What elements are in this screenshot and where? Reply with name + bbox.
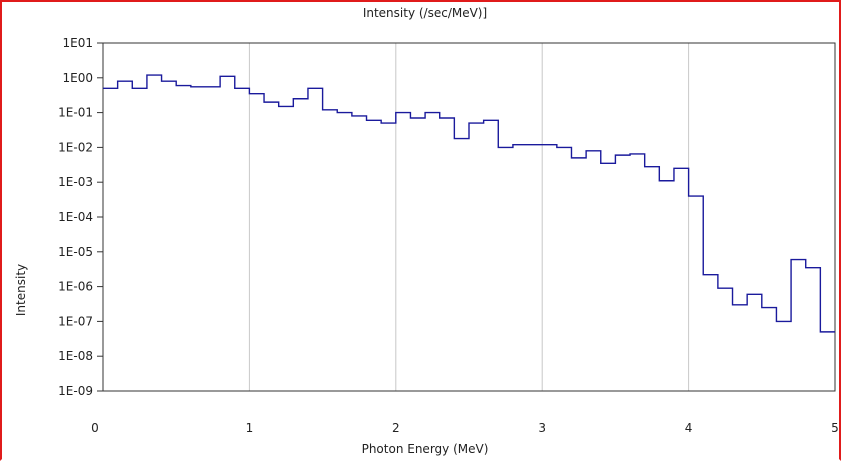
x-axis-title: Photon Energy (MeV) [362, 442, 489, 456]
x-tick-label: 2 [392, 421, 400, 435]
x-tick-label: 1 [246, 421, 254, 435]
x-tick-label: 3 [538, 421, 546, 435]
spectrum-series-line [103, 74, 835, 333]
y-tick-label: 1E-08 [58, 349, 93, 363]
y-tick-label: 1E01 [63, 36, 94, 50]
chart-title: Intensity (/sec/MeV)] [363, 6, 487, 20]
x-tick-label: 4 [685, 421, 693, 435]
x-tick-label: 5 [831, 421, 839, 435]
x-axis: 0 1 2 3 4 5 [91, 421, 839, 435]
y-tick-label: 1E-09 [58, 384, 93, 398]
x-tick-label: 0 [91, 421, 99, 435]
y-tick-label: 1E-01 [58, 106, 93, 120]
y-tick-label: 1E-05 [58, 245, 93, 259]
y-axis-title: Intensity [14, 264, 28, 316]
y-tick-label: 1E-07 [58, 314, 93, 328]
y-tick-label: 1E00 [63, 71, 94, 85]
y-tick-label: 1E-03 [58, 175, 93, 189]
y-tick-label: 1E-04 [58, 210, 93, 224]
grid [248, 43, 690, 391]
y-tick-label: 1E-06 [58, 280, 93, 294]
plot-area [102, 42, 836, 392]
y-tick-label: 1E-02 [58, 140, 93, 154]
y-axis: 1E01 1E00 1E-01 1E-02 1E-03 1E-04 1E-05 1E-06 1E… [58, 36, 103, 398]
